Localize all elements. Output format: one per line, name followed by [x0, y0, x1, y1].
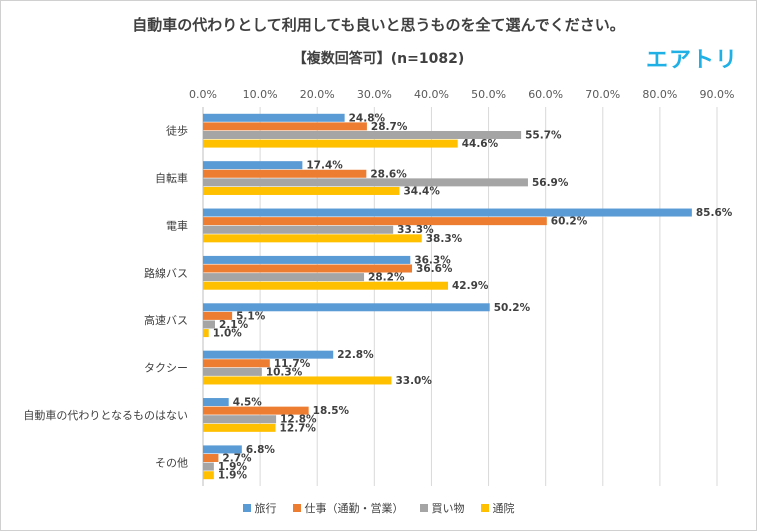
data-label: 4.5%: [233, 397, 263, 409]
data-label: 17.4%: [306, 160, 343, 172]
bar: [203, 208, 692, 217]
bar: [203, 122, 367, 131]
x-tick-label: 60.0%: [528, 88, 563, 101]
bar: [203, 113, 345, 122]
data-label: 18.5%: [313, 405, 350, 417]
data-label: 1.0%: [213, 328, 243, 340]
legend-swatch: [292, 504, 301, 512]
legend-swatch: [419, 504, 428, 512]
bar: [203, 423, 276, 432]
bar: [203, 130, 522, 139]
bar: [203, 161, 303, 170]
data-label: 34.4%: [403, 185, 440, 197]
bar: [203, 311, 233, 320]
bar: [203, 359, 270, 368]
legend-label: 通院: [492, 502, 515, 515]
chart-title: 自動車の代わりとして利用しても良いと思うものを全て選んでください。: [132, 16, 625, 34]
data-label: 2.7%: [222, 453, 252, 465]
bar: [203, 273, 365, 282]
data-label: 28.7%: [371, 121, 408, 133]
bar: [203, 367, 262, 376]
data-label: 33.3%: [397, 224, 434, 236]
data-label: 10.3%: [266, 366, 303, 378]
bar: [203, 445, 242, 454]
bar: [203, 329, 209, 338]
x-tick-label: 40.0%: [414, 88, 449, 101]
x-tick-label: 10.0%: [243, 88, 278, 101]
data-label: 22.8%: [337, 349, 374, 361]
legend-item: 買い物: [419, 500, 465, 516]
data-label: 12.8%: [280, 414, 317, 426]
legend-item: 通院: [480, 500, 515, 516]
legend-label: 旅行: [254, 502, 277, 515]
data-label: 33.0%: [395, 375, 432, 387]
bar: [203, 139, 458, 148]
legend-label: 仕事（通勤・営業）: [304, 502, 404, 515]
data-label: 36.3%: [414, 254, 451, 266]
data-label: 24.8%: [349, 112, 386, 124]
data-label: 2.1%: [219, 319, 249, 331]
x-tick-label: 90.0%: [700, 88, 735, 101]
data-label: 42.9%: [452, 280, 489, 292]
data-label: 60.2%: [551, 216, 588, 228]
category-label: 電車: [166, 218, 188, 232]
data-label: 28.6%: [370, 168, 407, 180]
bar: [203, 376, 392, 385]
data-label: 85.6%: [696, 207, 733, 219]
data-label: 50.2%: [494, 302, 531, 314]
legend-item: 仕事（通勤・営業）: [292, 500, 404, 516]
category-label: 自転車: [155, 171, 188, 185]
bar: [203, 471, 214, 480]
x-tick-label: 20.0%: [300, 88, 335, 101]
data-label: 55.7%: [525, 129, 562, 141]
bar: [203, 186, 400, 195]
category-label: 自動車の代わりとなるものはない: [23, 408, 188, 422]
brand-logo: エアトリ: [646, 48, 739, 73]
bar: [203, 255, 411, 264]
data-label: 36.6%: [416, 263, 453, 275]
bar: [203, 350, 334, 359]
bar: [203, 264, 413, 273]
bar: [203, 234, 422, 243]
bar: [203, 217, 547, 226]
data-label: 1.9%: [218, 461, 248, 473]
bar: [203, 178, 528, 187]
legend-swatch: [480, 504, 489, 512]
data-label: 11.7%: [274, 358, 311, 370]
category-label: 徒歩: [166, 124, 188, 138]
x-tick-label: 70.0%: [585, 88, 620, 101]
bar: [203, 281, 449, 290]
bar: [203, 169, 367, 178]
bar: [203, 320, 215, 329]
bar: [203, 454, 219, 463]
data-label: 28.2%: [368, 272, 405, 284]
chart-legend: 旅行 仕事（通勤・営業） 買い物 通院: [0, 500, 757, 516]
category-label: 高速バス: [144, 313, 188, 327]
data-label: 56.9%: [532, 177, 569, 189]
bar: [203, 303, 490, 312]
data-label: 44.6%: [462, 138, 499, 150]
x-tick-label: 0.0%: [189, 88, 217, 101]
x-tick-label: 50.0%: [471, 88, 506, 101]
legend-swatch: [242, 504, 251, 512]
bar: [203, 415, 277, 424]
data-label: 5.1%: [236, 310, 266, 322]
bar: [203, 398, 229, 407]
category-label: タクシー: [144, 362, 188, 375]
data-label: 6.8%: [246, 444, 276, 456]
bar: [203, 225, 394, 234]
x-tick-label: 30.0%: [357, 88, 392, 101]
data-label: 38.3%: [426, 233, 463, 245]
data-label: 1.9%: [218, 470, 248, 482]
bar: [203, 406, 309, 415]
chart-subtitle: 【複数回答可】(n=1082): [292, 51, 465, 67]
legend-label: 買い物: [431, 502, 465, 515]
category-label: 路線バス: [144, 266, 188, 280]
data-label: 12.7%: [280, 422, 317, 434]
legend-item: 旅行: [242, 500, 277, 516]
x-tick-label: 80.0%: [642, 88, 677, 101]
category-label: その他: [155, 456, 188, 469]
bar: [203, 462, 214, 471]
